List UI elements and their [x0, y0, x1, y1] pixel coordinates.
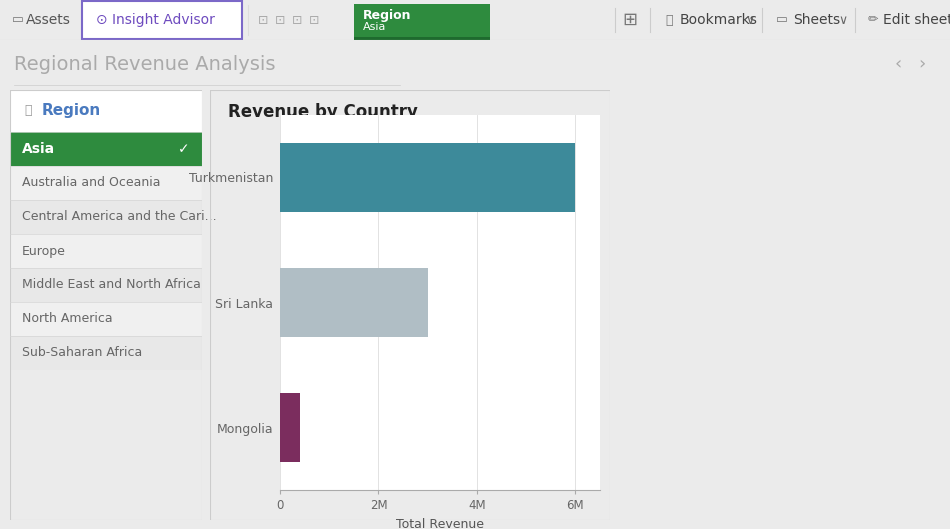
- Text: Region: Region: [42, 104, 102, 118]
- Text: ∨: ∨: [746, 14, 754, 26]
- Bar: [280, 393, 299, 462]
- Text: ⊙: ⊙: [96, 13, 107, 27]
- Bar: [10, 200, 202, 234]
- FancyBboxPatch shape: [354, 4, 490, 38]
- Text: ✓: ✓: [179, 142, 190, 156]
- Text: Regional Revenue Analysis: Regional Revenue Analysis: [14, 54, 275, 74]
- Text: Central America and the Cari...: Central America and the Cari...: [22, 211, 217, 223]
- Text: ⊡: ⊡: [292, 14, 302, 26]
- Text: ⊡: ⊡: [275, 14, 285, 26]
- Text: Revenue by Country: Revenue by Country: [228, 103, 418, 121]
- Text: Middle East and North Africa: Middle East and North Africa: [22, 278, 200, 291]
- Text: ‹: ‹: [894, 55, 902, 73]
- Bar: [10, 302, 202, 336]
- Text: ✏: ✏: [868, 14, 879, 26]
- Text: 🔖: 🔖: [665, 14, 673, 26]
- Bar: [10, 132, 202, 166]
- Bar: [10, 166, 202, 200]
- Text: Assets: Assets: [26, 13, 71, 27]
- Text: Edit sheet: Edit sheet: [883, 13, 950, 27]
- Bar: [10, 336, 202, 370]
- Text: ∨: ∨: [839, 14, 847, 26]
- Text: Australia and Oceania: Australia and Oceania: [22, 177, 161, 189]
- FancyBboxPatch shape: [82, 1, 242, 39]
- Text: Insight Advisor: Insight Advisor: [112, 13, 215, 27]
- Text: Asia: Asia: [363, 22, 387, 32]
- Text: ›: ›: [919, 55, 925, 73]
- Text: Asia: Asia: [22, 142, 55, 156]
- Text: ▭: ▭: [12, 14, 24, 26]
- Text: Sub-Saharan Africa: Sub-Saharan Africa: [22, 346, 142, 360]
- Bar: [10, 90, 202, 132]
- Text: ⊞: ⊞: [622, 11, 637, 29]
- Text: North America: North America: [22, 313, 113, 325]
- Text: 🔍: 🔍: [24, 105, 31, 117]
- Text: Sheets: Sheets: [793, 13, 840, 27]
- Bar: [280, 268, 428, 337]
- X-axis label: Total Revenue: Total Revenue: [396, 517, 484, 529]
- Text: Region: Region: [363, 8, 411, 22]
- Text: ▭: ▭: [776, 14, 788, 26]
- Text: ⊡: ⊡: [309, 14, 319, 26]
- Bar: [354, 37, 490, 40]
- Text: Bookmarks: Bookmarks: [680, 13, 758, 27]
- Bar: [280, 143, 576, 212]
- Text: Europe: Europe: [22, 244, 66, 258]
- Bar: [10, 268, 202, 302]
- Text: ⊡: ⊡: [257, 14, 268, 26]
- Bar: [10, 234, 202, 268]
